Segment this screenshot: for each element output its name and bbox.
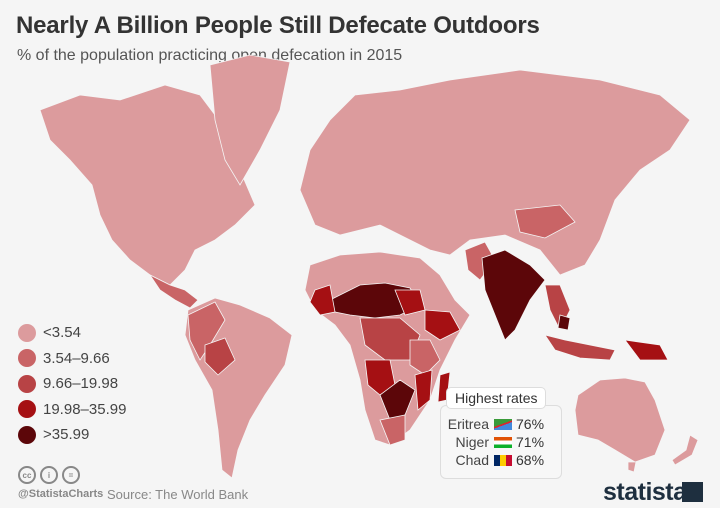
country-name: Chad	[455, 452, 489, 468]
statista-logo-icon	[682, 482, 703, 502]
region-australia	[574, 377, 666, 463]
legend-label: >35.99	[43, 426, 90, 444]
region-south-africa	[379, 414, 406, 446]
legend-swatch	[18, 374, 36, 393]
region-southern-africa	[379, 379, 416, 421]
statista-logo: statista	[603, 478, 687, 506]
country-name: Eritrea	[447, 416, 489, 432]
legend-label: 3.54–9.66	[43, 349, 110, 367]
region-ethiopia	[424, 309, 461, 341]
legend-item: 19.98–35.99	[18, 397, 126, 423]
region-tasmania	[627, 461, 637, 473]
region-mongolia	[514, 204, 576, 239]
legend-swatch	[18, 425, 36, 444]
legend-swatch	[18, 400, 36, 419]
legend-item: 3.54–9.66	[18, 346, 126, 372]
highest-rates-title: Highest rates	[446, 387, 547, 409]
region-west-africa	[309, 284, 336, 316]
chad-flag-icon	[494, 455, 512, 466]
region-north-america	[39, 84, 256, 286]
eritrea-flag-icon	[494, 419, 512, 430]
niger-flag-icon	[494, 437, 512, 448]
region-india	[481, 249, 546, 341]
rate-value: 76%	[516, 416, 545, 432]
license-icons: cc i =	[18, 466, 80, 484]
legend-label: 19.98–35.99	[43, 400, 127, 418]
no-derivatives-icon: =	[62, 466, 80, 484]
region-mozambique	[414, 369, 433, 411]
region-central-america	[148, 273, 199, 309]
legend-swatch	[18, 349, 36, 368]
attribution-icon: i	[40, 466, 58, 484]
rate-value: 68%	[516, 452, 545, 468]
highest-rates-box: Eritrea 76% Niger 71% Chad 68%	[440, 405, 562, 479]
region-indonesia	[544, 334, 616, 361]
region-new-zealand	[671, 434, 699, 466]
legend-item: <3.54	[18, 320, 126, 346]
creative-commons-icon: cc	[18, 466, 36, 484]
legend: <3.54 3.54–9.66 9.66–19.98 19.98–35.99 >…	[18, 320, 126, 448]
subtitle: % of the population practicing open defe…	[17, 47, 403, 64]
region-papua	[624, 339, 669, 361]
region-east-africa	[409, 339, 441, 376]
legend-item: 9.66–19.98	[18, 371, 126, 397]
legend-item: >35.99	[18, 422, 126, 448]
legend-swatch	[18, 323, 36, 342]
region-cambodia	[557, 314, 571, 331]
country-name: Niger	[455, 434, 489, 450]
title: Nearly A Billion People Still Defecate O…	[16, 12, 540, 39]
twitter-handle: @StatistaCharts	[18, 488, 104, 500]
region-greenland	[209, 54, 291, 186]
region-bolivia	[204, 337, 236, 376]
rate-value: 71%	[516, 434, 545, 450]
legend-label: <3.54	[43, 324, 81, 342]
region-eurasia	[299, 69, 691, 276]
source: Source: The World Bank	[107, 487, 249, 502]
legend-label: 9.66–19.98	[43, 375, 119, 393]
